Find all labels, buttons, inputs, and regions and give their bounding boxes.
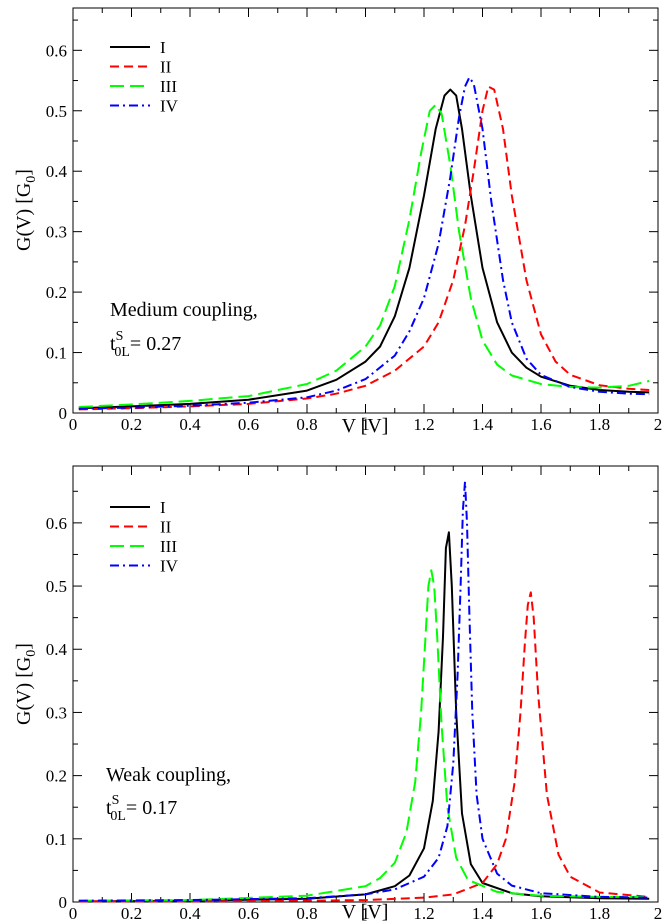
top-annotation-line1: Medium coupling,: [110, 299, 258, 321]
top-x-tick-label: 0.8: [296, 415, 317, 434]
top-x-axis-label: V [V]: [342, 415, 389, 437]
top-series-line-ii: [78, 85, 650, 411]
top-series-line-iv: [78, 76, 650, 410]
bottom-y-tick-label: 0.6: [46, 514, 67, 533]
top-y-tick-label: 0: [59, 404, 68, 423]
bottom-y-tick-label: 0.4: [46, 640, 68, 659]
top-x-tick-label: 0: [69, 415, 78, 434]
bottom-series-lines: [78, 480, 650, 903]
top-annotation-param: tS 0L= 0.27: [110, 329, 181, 360]
bottom-annotation-line1: Weak coupling,: [106, 764, 231, 786]
bottom-x-tick-label: 1.6: [530, 904, 551, 922]
bottom-x-tick-label: 2: [654, 904, 663, 922]
bottom-legend-label-iv: IV: [160, 557, 179, 576]
bottom-y-tick-label: 0.2: [46, 767, 67, 786]
top-x-tick-label: 1.8: [589, 415, 610, 434]
top-axis-ticks: 0 0.2 0.4 0.6 0.8 1 1.2 1.4 1.6 1.8 2 0 0.1 0.2 0.3 0.4…: [46, 8, 663, 434]
bottom-x-tick-label: 0.6: [238, 904, 259, 922]
top-x-tick-label: 1.4: [472, 415, 494, 434]
bottom-y-axis-label: G(V) [G0]: [13, 643, 39, 725]
bottom-x-tick-label: 0.4: [179, 904, 201, 922]
bottom-series-line-ii: [78, 591, 650, 903]
top-series-lines: [78, 76, 650, 411]
top-y-tick-label: 0.5: [46, 102, 67, 121]
bottom-x-axis-label: V [V]: [342, 901, 389, 922]
bottom-x-tick-label: 1.4: [472, 904, 494, 922]
top-x-tick-label: 0.6: [238, 415, 259, 434]
top-legend-label-iv: IV: [160, 97, 179, 116]
bottom-series-line-iii: [78, 569, 650, 902]
top-y-axis-label: G(V) [G0]: [13, 169, 39, 251]
top-x-tick-label: 0.2: [121, 415, 142, 434]
top-y-tick-label: 0.6: [46, 41, 67, 60]
bottom-axis-ticks: 0 0.2 0.4 0.6 0.8 1 1.2 1.4 1.6 1.8 2 0 0.1 0.2 0.3 0.4…: [46, 466, 663, 922]
top-legend-label-i: I: [160, 38, 166, 57]
top-x-tick-label: 1.6: [530, 415, 551, 434]
bottom-x-tick-label: 0.2: [121, 904, 142, 922]
top-series-line-iii: [78, 103, 650, 408]
bottom-annotation-param: tS 0L= 0.17: [106, 793, 177, 824]
top-legend-label-ii: II: [160, 58, 172, 77]
bottom-y-tick-label: 0.5: [46, 577, 67, 596]
top-chart-panel: 0 0.2 0.4 0.6 0.8 1 1.2 1.4 1.6 1.8 2 0 0.1 0.2 0.3 0.4…: [13, 7, 663, 437]
top-x-tick-label: 2: [654, 415, 663, 434]
bottom-legend-label-ii: II: [160, 518, 172, 537]
top-y-tick-label: 0.2: [46, 283, 67, 302]
top-y-tick-label: 0.3: [46, 223, 67, 242]
bottom-legend-label-i: I: [160, 498, 166, 517]
bottom-series-line-iv: [78, 480, 650, 902]
bottom-y-tick-label: 0: [59, 893, 68, 912]
bottom-chart-panel: 0 0.2 0.4 0.6 0.8 1 1.2 1.4 1.6 1.8 2 0 0.1 0.2 0.3 0.4…: [13, 465, 663, 922]
top-x-tick-label: 1: [361, 415, 370, 434]
bottom-legend-label-iii: III: [160, 537, 177, 556]
bottom-x-tick-label: 1.2: [413, 904, 434, 922]
top-x-tick-label: 1.2: [413, 415, 434, 434]
bottom-x-tick-label: 1.8: [589, 904, 610, 922]
bottom-series-line-i: [78, 531, 650, 903]
bottom-x-tick-label: 0: [69, 904, 78, 922]
top-series-line-i: [78, 88, 650, 410]
top-y-tick-label: 0.4: [46, 162, 68, 181]
top-legend-label-iii: III: [160, 77, 177, 96]
bottom-x-tick-label: 0.8: [296, 904, 317, 922]
bottom-x-tick-label: 1: [361, 904, 370, 922]
top-y-tick-label: 0.1: [46, 344, 67, 363]
top-x-tick-label: 0.4: [179, 415, 201, 434]
bottom-y-tick-label: 0.1: [46, 830, 67, 849]
bottom-y-tick-label: 0.3: [46, 703, 67, 722]
